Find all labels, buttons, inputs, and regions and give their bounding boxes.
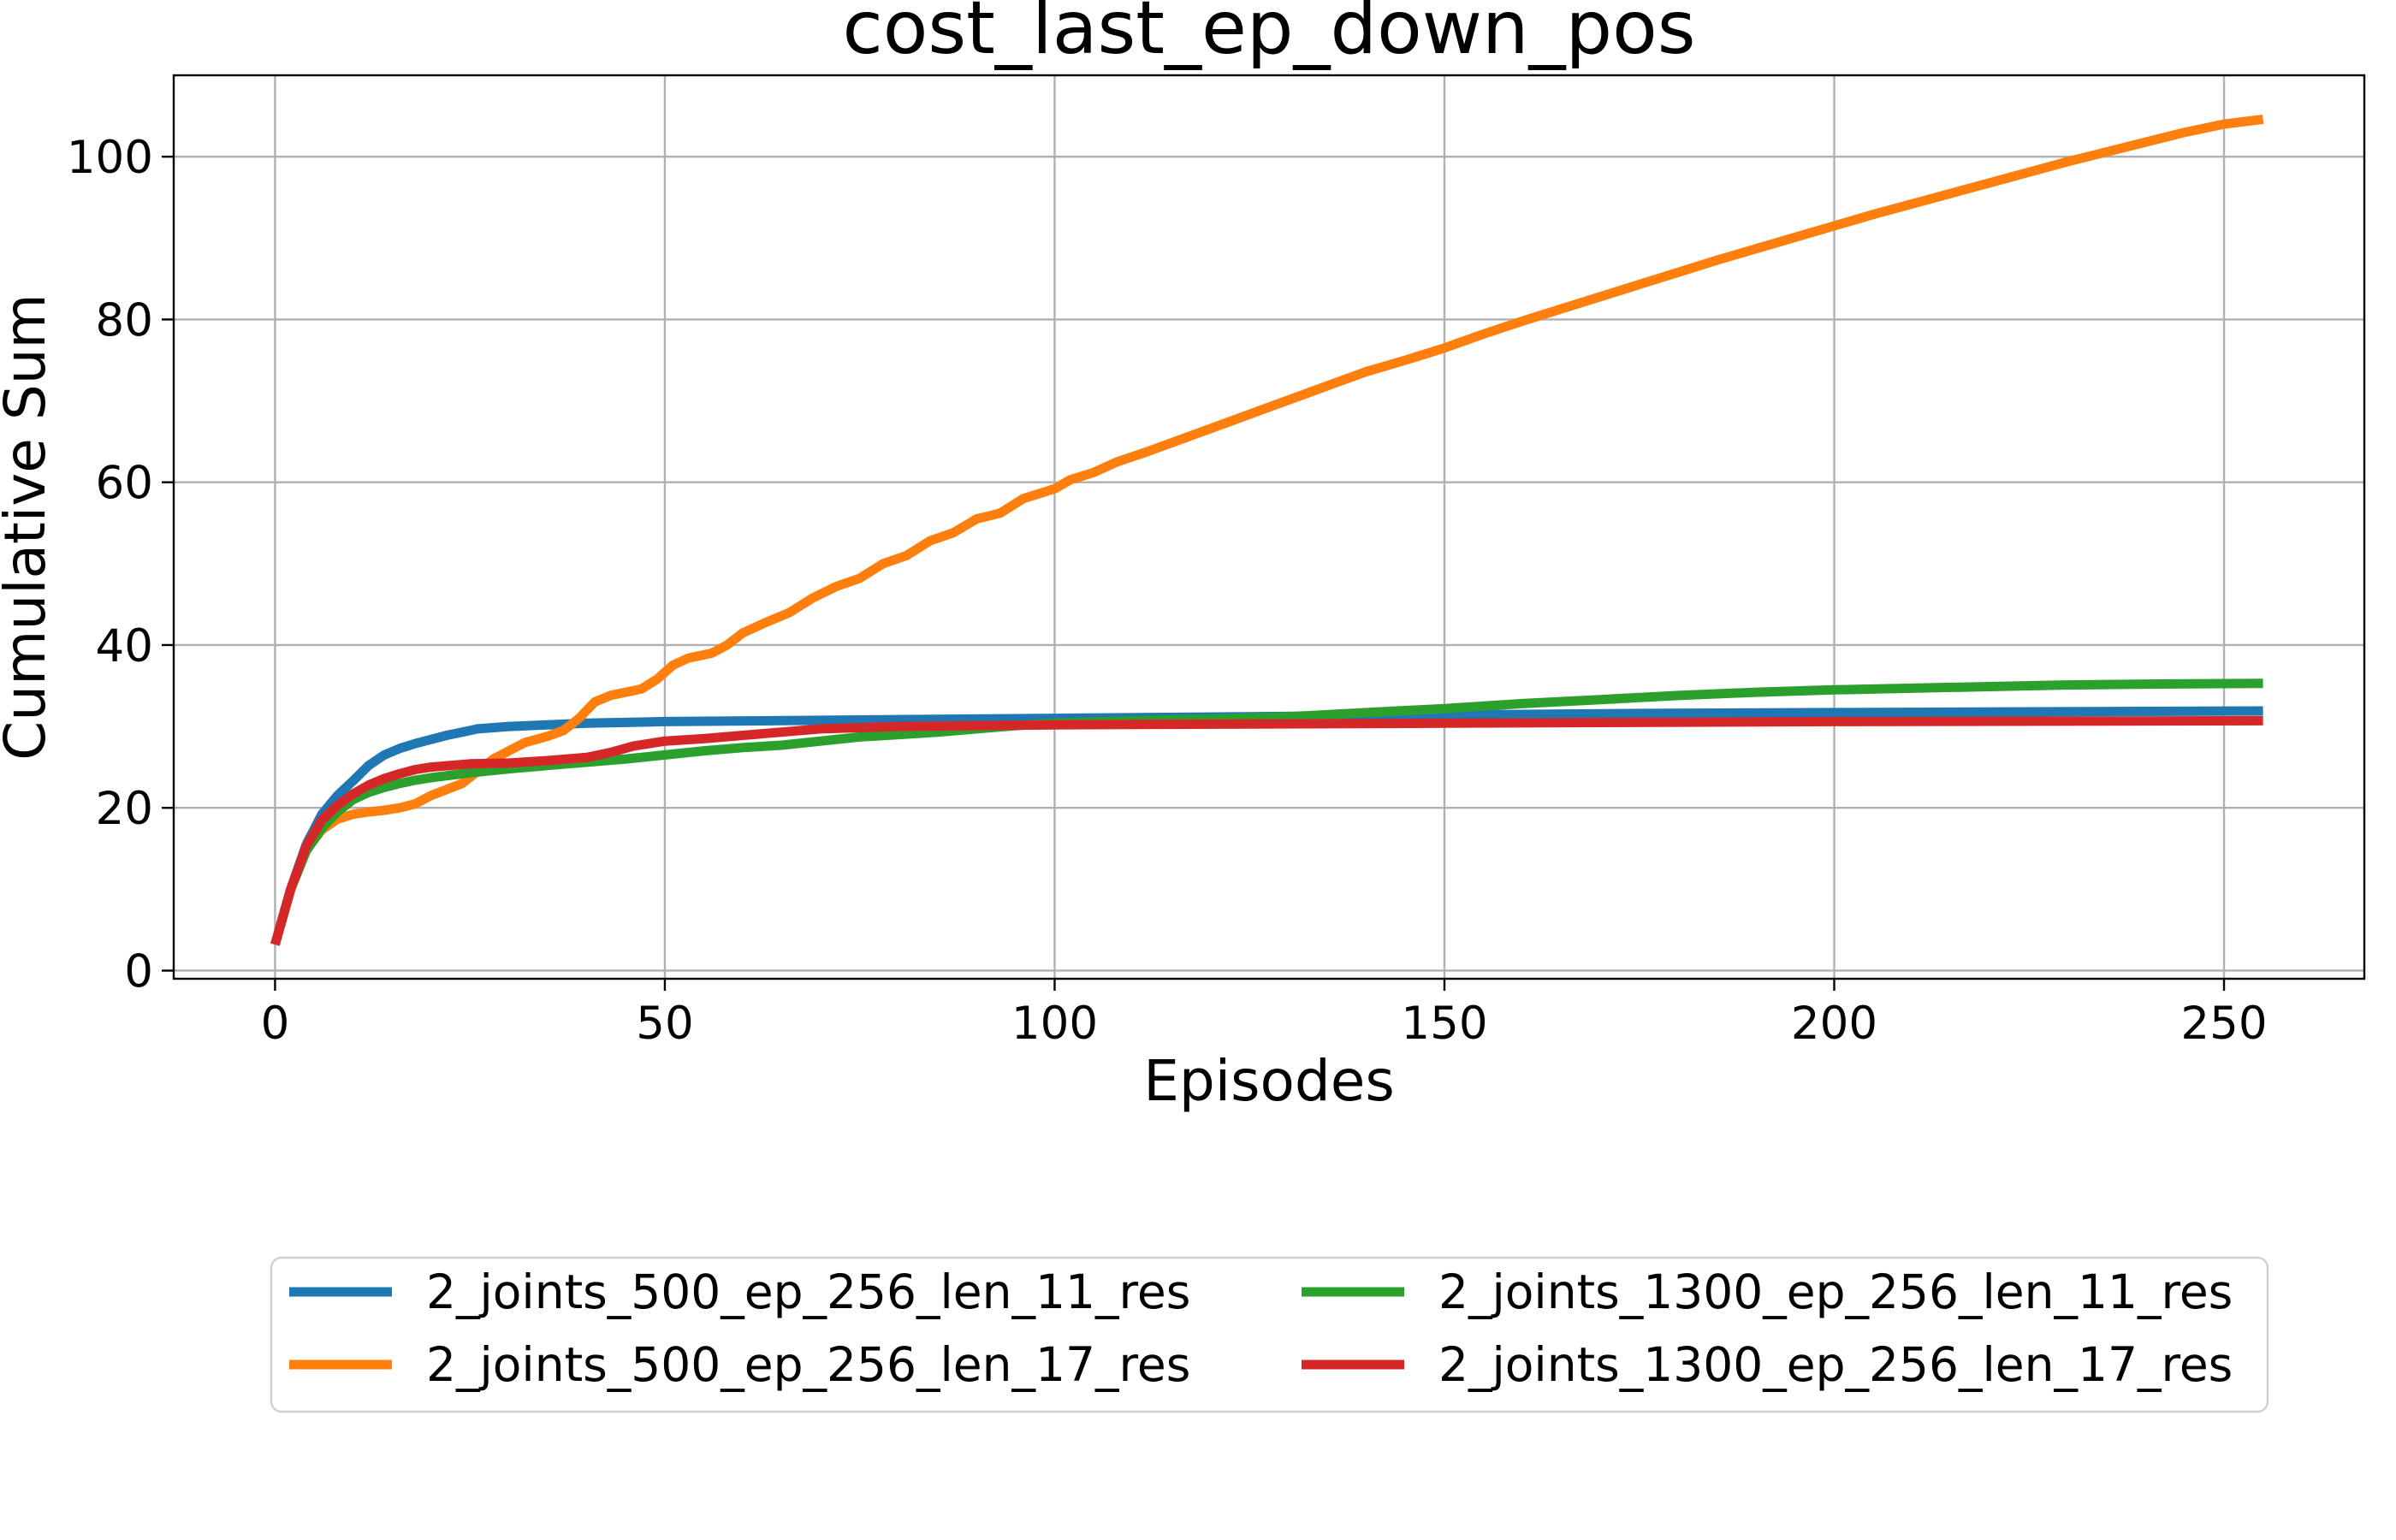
legend-label: 2_joints_1300_ep_256_len_17_res <box>1438 1337 2233 1392</box>
y-tick-label: 40 <box>96 620 153 672</box>
legend-label: 2_joints_500_ep_256_len_11_res <box>426 1265 1190 1319</box>
legend-label: 2_joints_1300_ep_256_len_11_res <box>1438 1265 2233 1319</box>
series-layer <box>270 114 2264 946</box>
y-tick-label: 20 <box>96 783 153 835</box>
legend: 2_joints_500_ep_256_len_11_res 2_joints_5… <box>270 1256 2269 1413</box>
x-tick-label: 0 <box>261 998 290 1050</box>
x-tick-label: 50 <box>636 998 693 1050</box>
series-line-3 <box>270 678 2263 946</box>
y-tick-label: 0 <box>124 945 153 998</box>
tick-layer: 0 50 100 150 200 250 0 20 40 60 80 100 <box>67 132 2268 1050</box>
legend-label: 2_joints_500_ep_256_len_17_res <box>426 1337 1190 1392</box>
series-line-4 <box>270 715 2263 946</box>
y-tick-label: 60 <box>96 458 153 510</box>
x-tick-label: 200 <box>1791 998 1877 1050</box>
series-line-1 <box>270 706 2263 946</box>
plot-frame <box>172 74 2366 980</box>
y-tick-label: 100 <box>67 132 153 184</box>
x-axis-label: Episodes <box>1143 1048 1395 1114</box>
x-tick-label: 250 <box>2180 998 2267 1050</box>
x-tick-label: 100 <box>1011 998 1098 1050</box>
chart-title: cost_last_ep_down_pos <box>842 0 1695 71</box>
legend-frame <box>270 1256 2269 1413</box>
grid-layer <box>174 75 2364 979</box>
y-tick-label: 80 <box>96 294 153 346</box>
series-line-2 <box>270 114 2264 946</box>
x-tick-label: 150 <box>1401 998 1487 1050</box>
y-axis-label: Cumulative Sum <box>0 293 58 761</box>
